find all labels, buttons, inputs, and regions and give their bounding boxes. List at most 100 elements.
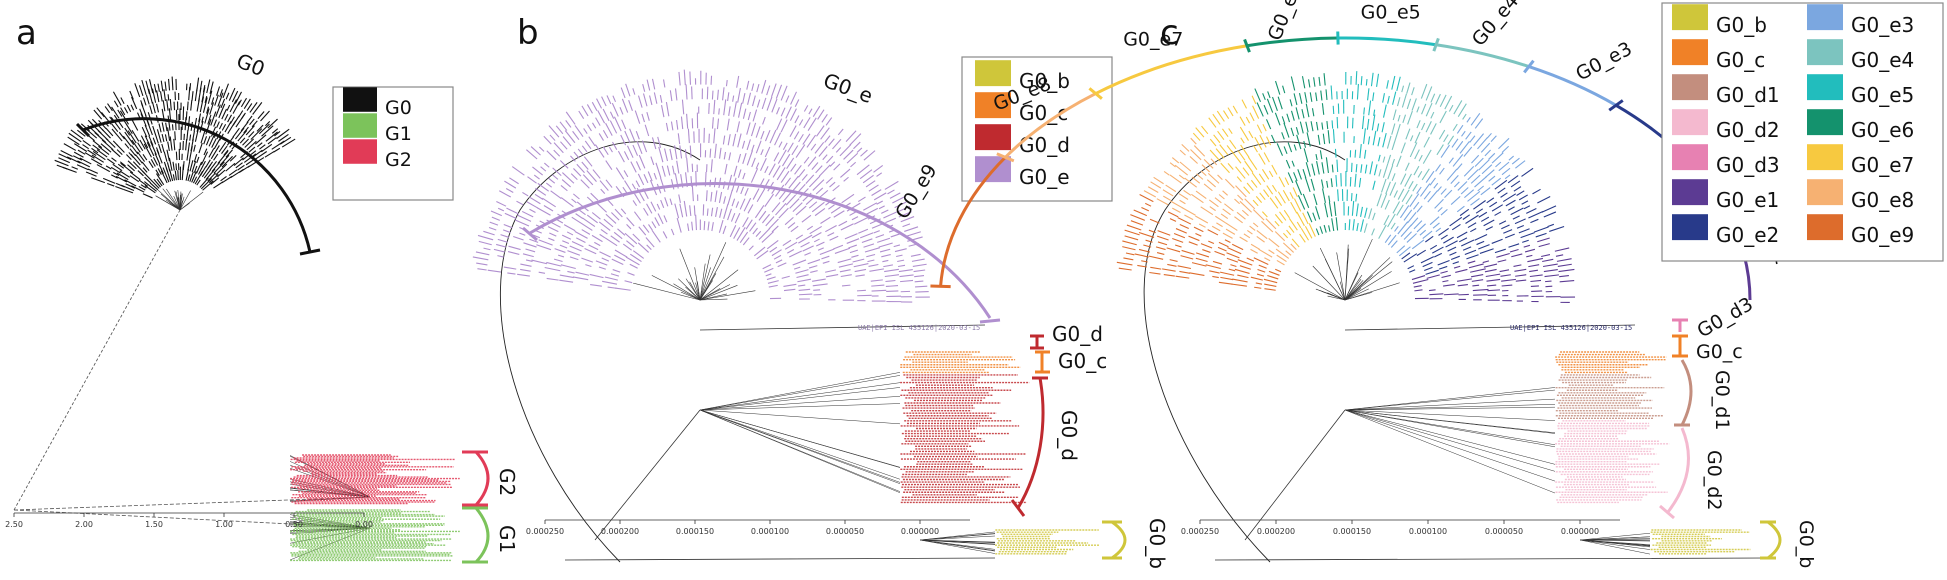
tree-leaf: [722, 87, 725, 101]
tree-leaf: [737, 87, 741, 103]
tree-leaf: [142, 97, 147, 106]
tree-leaf: [116, 149, 123, 155]
tree-leaf: [1440, 208, 1448, 216]
tree-leaf: [240, 97, 247, 108]
tree-leaf: [1332, 129, 1335, 144]
tree-leaf: [497, 207, 505, 212]
tree-leaf: [156, 90, 160, 103]
tree-leaf: [858, 228, 869, 234]
tree-leaf: [242, 155, 249, 161]
tree-leaf: [193, 117, 198, 132]
tree-leaf: [904, 226, 919, 232]
tree-leaf: [1310, 178, 1315, 191]
tree-leaf: [727, 134, 731, 146]
tree-leaf: [808, 265, 818, 269]
tree-branch: [179, 202, 190, 211]
tree-branch: [179, 193, 183, 211]
tree-leaf: [1234, 198, 1241, 205]
tree-leaf: [816, 241, 825, 247]
tree-leaf: [1391, 135, 1398, 151]
tree-leaf: [1413, 285, 1422, 288]
tree-leaf: [536, 244, 552, 251]
tree-leaf: [863, 150, 876, 161]
tree-leaf: [100, 143, 112, 153]
tree-leaf: [1443, 134, 1449, 143]
panel-c-g0d2-bracket: [1666, 427, 1690, 513]
tree-leaf: [1209, 270, 1220, 274]
tree-leaf: [545, 182, 553, 188]
tree-leaf: [1290, 110, 1295, 121]
tree-leaf: [1523, 205, 1531, 210]
tree-leaf: [189, 160, 194, 172]
tree-leaf: [1286, 229, 1292, 236]
tree-leaf: [149, 182, 159, 191]
tree-leaf: [205, 135, 211, 146]
tree-leaf: [117, 109, 123, 117]
tree-leaf: [243, 126, 249, 134]
tree-leaf: [1237, 259, 1253, 266]
tree-leaf: [531, 259, 548, 265]
tree-leaf: [165, 122, 168, 132]
tree-leaf: [171, 124, 174, 131]
tree-leaf: [586, 104, 593, 114]
tree-leaf: [792, 181, 801, 192]
tree-leaf: [1334, 148, 1337, 158]
tree-leaf: [829, 161, 836, 167]
tree-leaf: [737, 153, 742, 163]
tree-leaf: [503, 223, 513, 229]
tree-leaf: [768, 163, 776, 176]
tree-leaf: [127, 164, 135, 172]
tree-leaf: [711, 90, 714, 100]
tree-leaf: [623, 151, 630, 161]
tree-leaf: [1510, 180, 1521, 188]
tree-leaf: [259, 144, 266, 150]
tree-leaf: [1271, 164, 1278, 175]
tree-leaf: [1271, 134, 1276, 144]
tree-leaf: [124, 179, 137, 187]
tree-leaf: [132, 161, 139, 168]
tree-leaf: [1255, 196, 1263, 203]
tree-leaf: [1218, 194, 1225, 200]
tree-leaf: [612, 269, 621, 273]
tree-leaf: [152, 125, 156, 135]
tree-leaf: [798, 119, 804, 126]
tree-leaf: [1470, 268, 1486, 273]
tree-leaf: [204, 108, 210, 124]
tree-leaf: [1429, 293, 1444, 296]
tree-leaf: [1403, 231, 1412, 240]
tree-leaf: [1432, 222, 1440, 229]
tree-leaf: [141, 126, 148, 138]
tree-leaf: [898, 264, 906, 268]
tree-leaf: [1485, 273, 1501, 278]
tree-branch: [1579, 539, 1651, 542]
tree-leaf: [1296, 134, 1302, 150]
tree-leaf: [540, 166, 547, 172]
tree-leaf: [1169, 259, 1178, 262]
tree-leaf: [1250, 276, 1263, 281]
tree-leaf: [605, 213, 617, 224]
tree-leaf: [546, 277, 559, 281]
tree-branch: [1344, 409, 1556, 448]
tree-leaf: [1535, 232, 1547, 238]
tree-leaf: [581, 257, 594, 263]
tree-leaf: [153, 178, 162, 188]
tree-leaf: [225, 92, 230, 100]
tree-branch: [1344, 406, 1556, 411]
tree-leaf: [497, 238, 508, 243]
clade-bracket-cap: [1523, 59, 1535, 74]
tree-leaf: [58, 153, 72, 161]
tree-branch: [1344, 409, 1556, 434]
tree-leaf: [623, 170, 629, 178]
tree-leaf: [476, 262, 488, 266]
tree-leaf: [221, 175, 233, 184]
tree-leaf: [816, 125, 825, 137]
tree-leaf: [629, 253, 642, 263]
tree-leaf: [573, 168, 582, 177]
clade-bracket-g0_e4: [1435, 43, 1530, 68]
tree-leaf: [621, 98, 629, 113]
tree-leaf: [1442, 280, 1449, 283]
tree-leaf: [166, 149, 170, 162]
tree-leaf: [552, 174, 559, 180]
tree-branch: [919, 535, 996, 541]
tree-leaf: [1179, 149, 1186, 156]
